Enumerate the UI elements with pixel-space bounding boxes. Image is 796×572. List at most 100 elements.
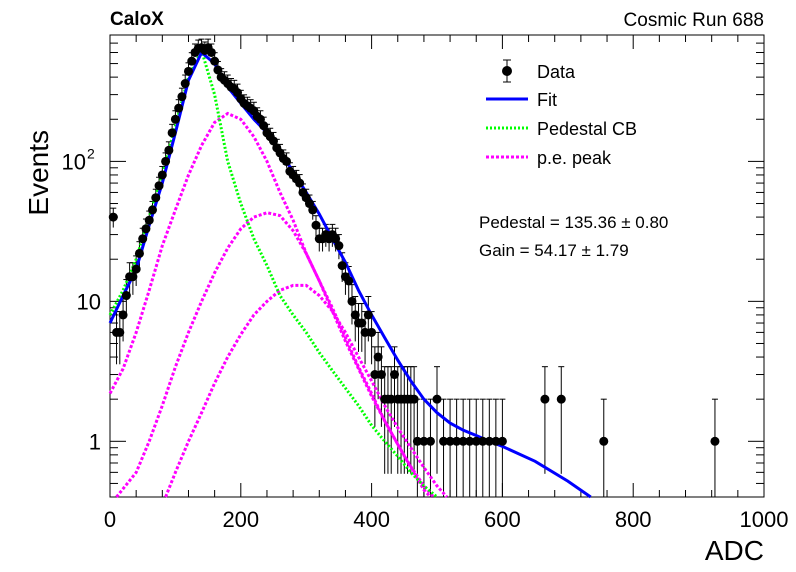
data-point [376,370,386,380]
x-tick-label: 0 [104,507,116,532]
legend-entry-data: Data [502,59,576,83]
y-tick-label-exponent: 2 [87,145,95,161]
pedestal-annotation: Pedestal = 135.36 ± 0.80 [479,213,668,232]
data-point [164,145,174,155]
pe-peak-curve-3 [164,283,448,498]
data-point [439,436,449,446]
data-point [331,234,341,244]
data-point [540,394,550,404]
data-point [170,114,180,124]
plot-frame [109,34,765,498]
axis-ticks [109,34,765,498]
gain-annotation: Gain = 54.17 ± 1.79 [479,241,629,260]
data-point [471,436,481,446]
error-bars [110,38,718,497]
data-point [432,394,442,404]
legend-data-marker [502,66,512,76]
legend-data-label: Data [537,62,576,82]
data-point [458,436,468,446]
data-point [177,92,187,102]
data-point [357,318,367,328]
legend-pe-label: p.e. peak [537,148,612,168]
data-point [269,136,278,146]
data-point [128,272,138,282]
fit-curves [108,46,592,499]
data-point [213,65,223,75]
data-point [347,296,357,306]
legend-pedestal-label: Pedestal CB [537,119,637,139]
data-point [334,241,344,251]
title-left: CaloX [110,9,164,30]
data-point [599,436,609,446]
legend-entry-fit: Fit [486,90,557,110]
data-point [148,205,158,215]
x-tick-label: 1000 [740,507,789,532]
data-point [161,156,171,166]
data-point [363,310,373,320]
legend-entry-pedestal: Pedestal CB [486,119,637,139]
data-point [118,310,128,320]
legend: Data Fit Pedestal CB p.e. peak [486,59,637,168]
data-point [115,327,125,337]
x-tick-labels: 0 200 400 600 800 1000 [104,507,789,532]
x-tick-label: 200 [222,507,259,532]
data-point [108,212,118,222]
data-point [167,128,177,138]
data-point [360,327,370,337]
data-point [389,370,399,380]
data-point [409,394,419,404]
data-points [108,43,720,446]
data-point [131,264,141,274]
x-tick-label: 400 [353,507,390,532]
data-point [154,181,164,191]
data-point [138,234,148,244]
data-point [445,436,455,446]
title-right: Cosmic Run 688 [624,10,764,31]
data-point [556,394,566,404]
data-point [134,248,144,258]
pe-peak-curve-2 [115,211,435,498]
data-point [452,436,462,446]
data-point [367,327,377,337]
data-point [425,436,435,446]
data-point [419,436,429,446]
data-point [180,79,190,89]
x-tick-label: 800 [615,507,652,532]
pe-peak-curve-1 [108,111,432,499]
data-point [187,56,197,66]
legend-entry-pe-peak: p.e. peak [486,148,612,168]
data-point [478,436,488,446]
y-tick-label: 1 [89,429,101,454]
data-point [210,56,220,66]
fit-curve [108,50,592,499]
data-point [337,261,347,271]
x-tick-label: 600 [484,507,521,532]
data-point [350,310,360,320]
data-point [344,276,354,286]
data-point [484,436,494,446]
data-point [206,47,216,57]
data-point [141,224,151,234]
data-point [491,436,501,446]
data-point [370,370,380,380]
data-point [144,215,154,225]
data-point [121,291,131,301]
x-axis-label: ADC [705,535,764,566]
data-point [157,170,167,180]
data-point [412,436,422,446]
data-point [497,436,507,446]
data-point [710,436,720,446]
data-point [308,205,318,215]
y-tick-label: 10 [77,289,101,314]
y-axis-label: Events [23,130,54,216]
data-point [465,436,475,446]
y-tick-label: 10 [62,149,86,174]
data-point [183,66,193,76]
data-point [373,352,383,362]
data-point [282,156,292,166]
data-point [259,121,269,131]
legend-fit-label: Fit [537,90,557,110]
data-point [386,394,396,404]
